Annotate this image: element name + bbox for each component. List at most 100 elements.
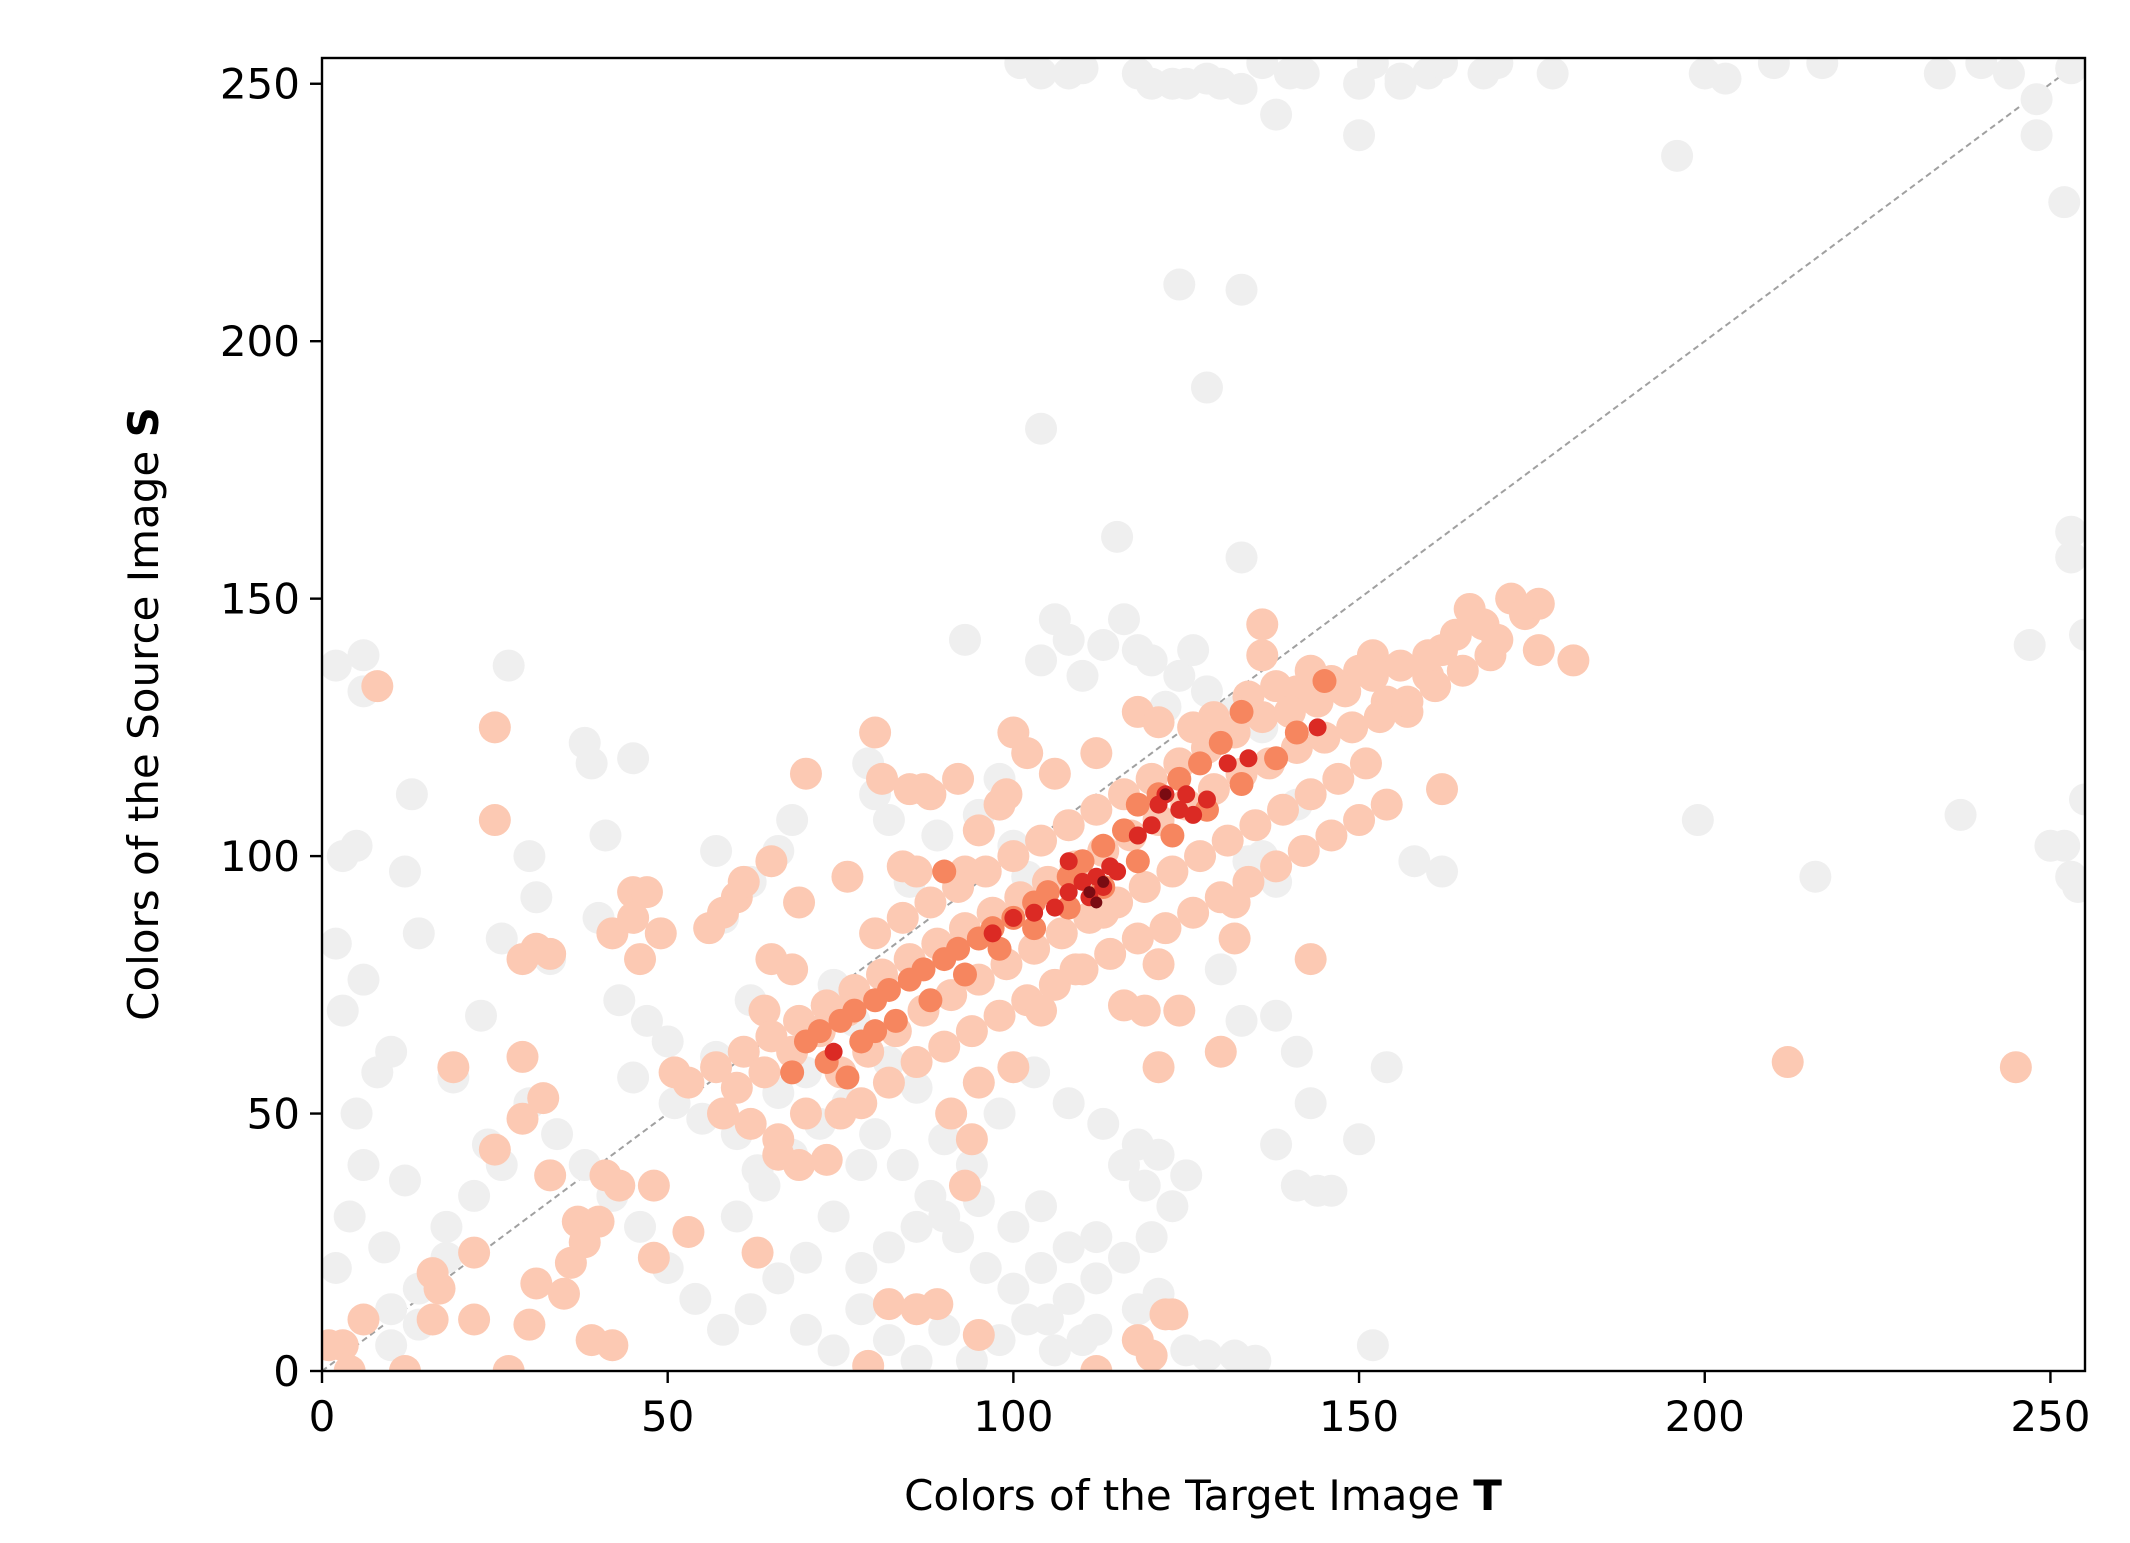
data-point-background (1398, 845, 1431, 878)
data-point-low (1522, 587, 1555, 620)
data-point-background (1025, 58, 1058, 90)
data-point-background (1066, 58, 1099, 85)
data-point-low (582, 1205, 615, 1238)
data-point-background (983, 1097, 1016, 1130)
y-tick-label: 0 (273, 1347, 300, 1396)
data-point-background (817, 1200, 850, 1233)
data-point-background (942, 1221, 975, 1254)
data-point-low (458, 1236, 491, 1269)
data-point-mid (1022, 916, 1047, 941)
data-point-background (914, 1179, 947, 1212)
data-point-high (1184, 805, 1203, 824)
data-point-low (1260, 850, 1293, 883)
data-point-low (1322, 762, 1355, 795)
data-point-low (900, 1046, 933, 1079)
data-point-high (1177, 785, 1196, 804)
x-tick-label: 50 (641, 1392, 694, 1441)
data-point-background (748, 1169, 781, 1202)
data-point-background (651, 1025, 684, 1058)
data-point-background (1190, 1339, 1223, 1371)
data-point-background (1025, 1190, 1058, 1223)
data-point-low (1156, 855, 1189, 888)
y-tick-label: 100 (220, 832, 300, 881)
data-point-background (1709, 62, 1742, 95)
data-point-mid (897, 967, 922, 992)
data-point-low (388, 1355, 421, 1371)
data-point-low (527, 1082, 560, 1115)
data-point-background (603, 984, 636, 1017)
data-point-background (630, 1004, 663, 1037)
data-point-background (872, 1231, 905, 1264)
data-point-low (637, 1169, 670, 1202)
data-point-mid (883, 1008, 908, 1033)
data-point-background (1025, 1252, 1058, 1285)
data-point-background (2069, 618, 2085, 651)
data-point-low (859, 716, 892, 749)
data-point-mid (1284, 720, 1309, 745)
data-point-low (789, 1097, 822, 1130)
data-point-low (1204, 1035, 1237, 1068)
data-point-high (1142, 816, 1161, 835)
x-tick-label: 250 (2010, 1392, 2090, 1441)
data-point-low (1142, 1051, 1175, 1084)
data-point-low (1038, 757, 1071, 790)
data-point-background (679, 1282, 712, 1315)
data-point-background (347, 1149, 380, 1182)
data-point-background (1944, 798, 1977, 831)
data-point-low (997, 840, 1030, 873)
data-point-background (1681, 804, 1714, 837)
data-point-background (997, 1210, 1030, 1243)
x-tick-label: 150 (1319, 1392, 1399, 1441)
data-point-background (375, 1293, 408, 1326)
y-tick-label: 200 (220, 317, 300, 366)
data-point-low (1211, 824, 1244, 857)
data-point-background (1087, 628, 1120, 661)
data-point-high (1239, 749, 1258, 768)
data-point-background (388, 855, 421, 888)
data-point-background (1343, 1123, 1376, 1156)
data-point-background (1170, 1159, 1203, 1192)
data-point-low (506, 1040, 539, 1073)
data-point-low (1363, 701, 1396, 734)
data-point-low (624, 943, 657, 976)
data-point-low (900, 855, 933, 888)
data-point-low (1025, 994, 1058, 1027)
data-point-peak (1159, 788, 1172, 801)
data-point-background (1128, 1169, 1161, 1202)
data-point-background (700, 834, 733, 867)
data-point-background (900, 1344, 933, 1371)
x-tick-label: 200 (1665, 1392, 1745, 1441)
data-point-background (322, 1252, 352, 1285)
x-axis: 0 50 100 150 200 250 (309, 1371, 2091, 1441)
data-point-mid (793, 1029, 818, 1054)
data-point-low (734, 1107, 767, 1140)
data-point-background (1260, 1128, 1293, 1161)
data-point-background (789, 1241, 822, 1274)
data-point-background (1080, 1313, 1113, 1346)
data-point-background (575, 747, 608, 780)
data-point-peak (1083, 886, 1096, 899)
data-point-low (596, 1329, 629, 1362)
data-point-low (478, 711, 511, 744)
data-point-high (1073, 872, 1092, 891)
data-point-low (534, 1159, 567, 1192)
data-point-low (914, 778, 947, 811)
data-point-low (1315, 819, 1348, 852)
data-point-background (589, 819, 622, 852)
data-point-peak (1097, 875, 1110, 888)
data-point-high (1004, 908, 1023, 927)
data-point-low (637, 1241, 670, 1274)
data-point-background (900, 1071, 933, 1104)
data-point-low (1156, 1298, 1189, 1331)
data-point-background (1225, 273, 1258, 306)
data-point-low (886, 901, 919, 934)
data-point-mid (1091, 833, 1116, 858)
data-point-mid (987, 936, 1012, 961)
data-point-background (921, 819, 954, 852)
data-point-mid (1056, 895, 1081, 920)
data-point-low (672, 1215, 705, 1248)
data-point-background (997, 1272, 1030, 1305)
data-point-mid (1312, 669, 1337, 694)
data-point-low (1142, 948, 1175, 981)
data-point-low (492, 1355, 525, 1371)
